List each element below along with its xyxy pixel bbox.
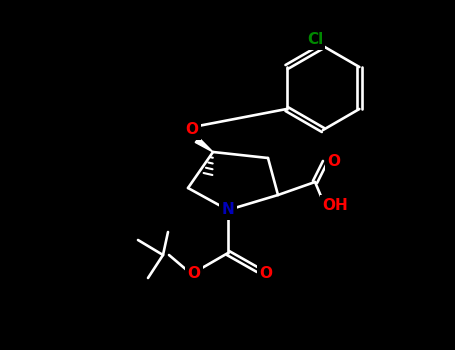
Text: Cl: Cl — [307, 33, 323, 48]
Polygon shape — [195, 138, 213, 152]
Text: OH: OH — [322, 197, 348, 212]
Text: O: O — [187, 266, 201, 280]
Text: O: O — [186, 122, 198, 138]
Text: N: N — [222, 203, 234, 217]
Text: O: O — [259, 266, 273, 280]
Text: O: O — [328, 154, 340, 168]
